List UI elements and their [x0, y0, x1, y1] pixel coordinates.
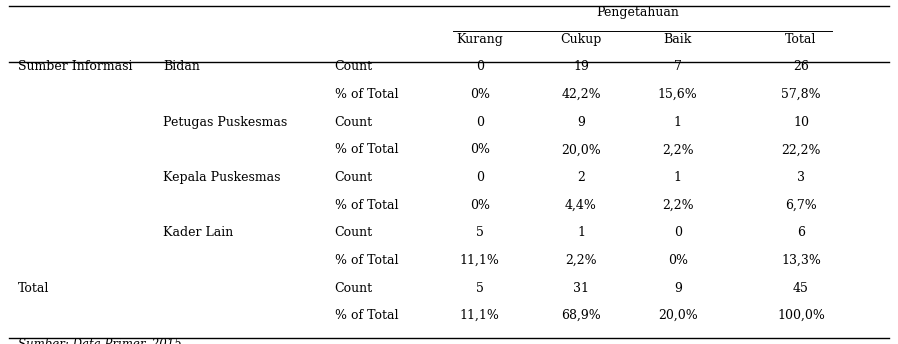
Text: 1: 1	[577, 226, 585, 239]
Text: 2,2%: 2,2%	[662, 143, 693, 156]
Text: 26: 26	[793, 61, 809, 73]
Text: 2,2%: 2,2%	[662, 198, 693, 212]
Text: Pengetahuan: Pengetahuan	[597, 6, 680, 19]
Text: 11,1%: 11,1%	[460, 254, 500, 267]
Text: % of Total: % of Total	[335, 88, 398, 101]
Text: Baik: Baik	[664, 33, 692, 46]
Text: 0%: 0%	[470, 88, 489, 101]
Text: 45: 45	[793, 281, 809, 294]
Text: 20,0%: 20,0%	[561, 143, 601, 156]
Text: % of Total: % of Total	[335, 198, 398, 212]
Text: 22,2%: 22,2%	[781, 143, 821, 156]
Text: 9: 9	[577, 116, 585, 129]
Text: 0: 0	[476, 171, 484, 184]
Text: 0: 0	[476, 116, 484, 129]
Text: % of Total: % of Total	[335, 309, 398, 322]
Text: 0: 0	[674, 226, 682, 239]
Text: 2,2%: 2,2%	[565, 254, 597, 267]
Text: Bidan: Bidan	[163, 61, 200, 73]
Text: Count: Count	[335, 116, 373, 129]
Text: 42,2%: 42,2%	[561, 88, 601, 101]
Text: Count: Count	[335, 61, 373, 73]
Text: 2: 2	[577, 171, 585, 184]
Text: 19: 19	[573, 61, 589, 73]
Text: 0: 0	[476, 61, 484, 73]
Text: 7: 7	[674, 61, 682, 73]
Text: 5: 5	[476, 226, 484, 239]
Text: Total: Total	[786, 33, 816, 46]
Text: Kepala Puskesmas: Kepala Puskesmas	[163, 171, 280, 184]
Text: Count: Count	[335, 171, 373, 184]
Text: 11,1%: 11,1%	[460, 309, 500, 322]
Text: 4,4%: 4,4%	[565, 198, 597, 212]
Text: 0%: 0%	[668, 254, 688, 267]
Text: Kurang: Kurang	[456, 33, 503, 46]
Text: 9: 9	[674, 281, 682, 294]
Text: Total: Total	[18, 281, 49, 294]
Text: % of Total: % of Total	[335, 254, 398, 267]
Text: 57,8%: 57,8%	[781, 88, 821, 101]
Text: Sumber Informasi: Sumber Informasi	[18, 61, 132, 73]
Text: 5: 5	[476, 281, 484, 294]
Text: Count: Count	[335, 281, 373, 294]
Text: 6: 6	[797, 226, 805, 239]
Text: 6,7%: 6,7%	[785, 198, 817, 212]
Text: 13,3%: 13,3%	[781, 254, 821, 267]
Text: 15,6%: 15,6%	[658, 88, 698, 101]
Text: 10: 10	[793, 116, 809, 129]
Text: 1: 1	[674, 116, 682, 129]
Text: Kader Lain: Kader Lain	[163, 226, 233, 239]
Text: Sumber: Data Primer, 2015: Sumber: Data Primer, 2015	[18, 338, 181, 344]
Text: 0%: 0%	[470, 198, 489, 212]
Text: 1: 1	[674, 171, 682, 184]
Text: Cukup: Cukup	[560, 33, 602, 46]
Text: % of Total: % of Total	[335, 143, 398, 156]
Text: Petugas Puskesmas: Petugas Puskesmas	[163, 116, 287, 129]
Text: 20,0%: 20,0%	[658, 309, 698, 322]
Text: 0%: 0%	[470, 143, 489, 156]
Text: 3: 3	[797, 171, 805, 184]
Text: 31: 31	[573, 281, 589, 294]
Text: Count: Count	[335, 226, 373, 239]
Text: 68,9%: 68,9%	[561, 309, 601, 322]
Text: 100,0%: 100,0%	[777, 309, 825, 322]
